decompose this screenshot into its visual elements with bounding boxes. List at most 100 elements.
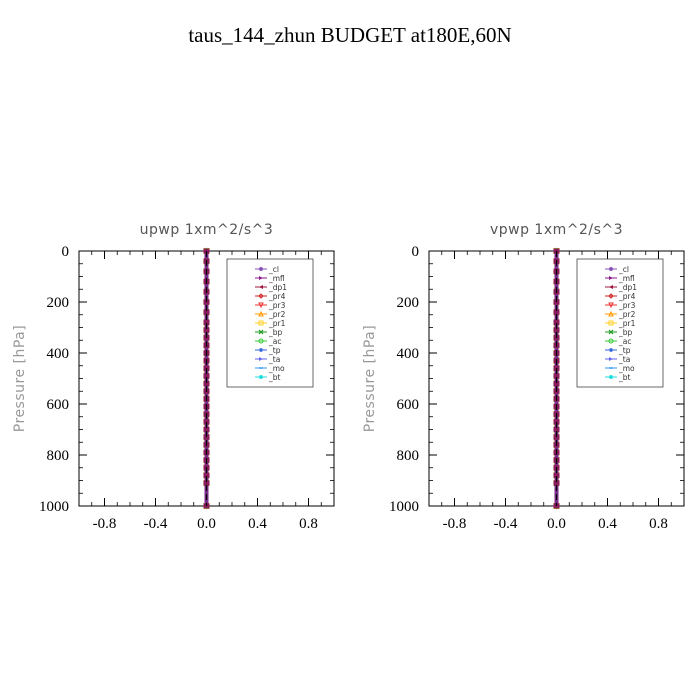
legend-label: _bt [268,373,281,382]
y-tick-label: 400 [47,346,70,362]
legend-label: _mo [618,364,635,373]
data-point [553,472,560,478]
x-tick-label: 0.8 [649,516,668,532]
figure-title: taus_144_zhun BUDGET at180E,60N [188,23,511,47]
legend-item: _bt [605,373,631,382]
legend-item: _cl [605,265,629,274]
legend-label: _ta [618,355,630,364]
legend-label: _tp [268,346,281,355]
legend-label: _dp1 [618,283,637,292]
legend-item: _mo [255,364,285,373]
y-tick-label: 200 [47,295,70,311]
data-point [553,434,560,440]
y-tick-label: 0 [412,244,420,260]
data-point [203,319,210,325]
legend-marker [258,302,264,309]
legend-marker [608,310,614,317]
legend-item: _pr3 [605,301,636,310]
legend-label: _mfl [618,274,635,283]
legend-label: _mfl [268,274,285,283]
legend-item: _mo [605,364,635,373]
legend-marker [609,375,613,379]
legend-item: _pr2 [605,310,636,319]
chart-title: vpwp 1xm^2/s^3 [490,222,623,238]
x-tick-label: 0.0 [547,516,566,532]
legend-label: _pr1 [618,319,636,328]
data-point [553,319,560,325]
legend-marker [608,302,614,309]
legend-box [226,258,314,388]
legend-item: _dp1 [605,283,637,292]
legend-label: _pr3 [618,301,636,310]
data-point [203,480,210,486]
legend: _cl_mfl_dp1_pr4_pr3_pr2_pr1_bp_ac_tp_ta_… [226,258,314,388]
chart-title: upwp 1xm^2/s^3 [140,222,274,238]
legend-label: _ac [618,337,631,346]
legend-label: _pr3 [268,301,286,310]
legend-item: _bp [255,328,283,337]
legend-item: _pr1 [255,319,286,328]
legend-marker [609,348,613,352]
legend-item: _tp [255,346,281,355]
legend-item: _pr4 [605,292,636,301]
legend-label: _bt [618,373,631,382]
legend-item: _pr2 [255,310,286,319]
x-tick-label: -0.4 [494,516,518,532]
legend-item: _ac [255,337,281,346]
x-tick-label: 0.8 [299,516,318,532]
legend-marker [259,375,263,379]
chart-panel-2: vpwp 1xm^2/s^3 Pressure [hPa] -0.8 -0.4 0.0 0… [362,222,685,532]
legend-item: _pr4 [255,292,286,301]
data-point [553,381,560,387]
data-point [203,327,210,333]
legend-item: _pr3 [255,301,286,310]
legend-item: _cl [255,265,279,274]
legend-item: _ta [605,355,630,364]
y-tick-label: 0 [62,244,70,260]
data-point [203,373,210,379]
y-tick-label: 800 [397,448,420,464]
data-point [203,381,210,387]
data-point [553,427,560,432]
legend-item: _dp1 [255,283,287,292]
legend-marker [258,329,264,335]
legend-item: _bt [255,373,281,382]
data-point [553,327,560,333]
x-tick-label: -0.8 [93,516,117,532]
data-point [203,427,210,432]
series-overlap-band [203,248,210,509]
x-tick-label: -0.4 [144,516,168,532]
chart-panel-1: upwp 1xm^2/s^3 Pressure [hPa] -0.8 -0.4 0.0 0… [12,222,335,532]
legend-marker [259,267,263,271]
legend-marker [258,338,264,344]
y-axis-label: Pressure [hPa] [362,325,378,432]
x-tick-label: -0.8 [443,516,467,532]
legend-marker [259,348,263,352]
legend-label: _pr2 [268,310,286,319]
x-tick-label: 0.4 [598,516,617,532]
legend-label: _dp1 [268,283,287,292]
y-tick-label: 1000 [389,499,419,515]
data-point [553,419,560,425]
legend-marker [608,320,614,326]
y-axis-label: Pressure [hPa] [12,325,28,432]
legend-label: _pr4 [618,292,636,301]
legend: _cl_mfl_dp1_pr4_pr3_pr2_pr1_bp_ac_tp_ta_… [576,258,664,388]
chart-panels: upwp 1xm^2/s^3 Pressure [hPa] -0.8 -0.4 0.0 0… [12,222,685,532]
legend-marker [609,267,613,271]
data-point [553,480,560,486]
legend-box [576,258,664,388]
legend-marker [259,285,263,289]
y-tick-label: 600 [397,397,420,413]
legend-item: _tp [605,346,631,355]
series-overlap-band [553,248,560,509]
legend-marker [258,293,264,299]
legend-label: _bp [618,328,633,337]
legend-item: _mfl [255,274,285,283]
y-tick-label: 1000 [39,499,69,515]
data-point [203,434,210,440]
y-tick-label: 200 [397,295,420,311]
legend-marker [258,310,264,317]
legend-label: _tp [618,346,631,355]
data-point [553,373,560,379]
